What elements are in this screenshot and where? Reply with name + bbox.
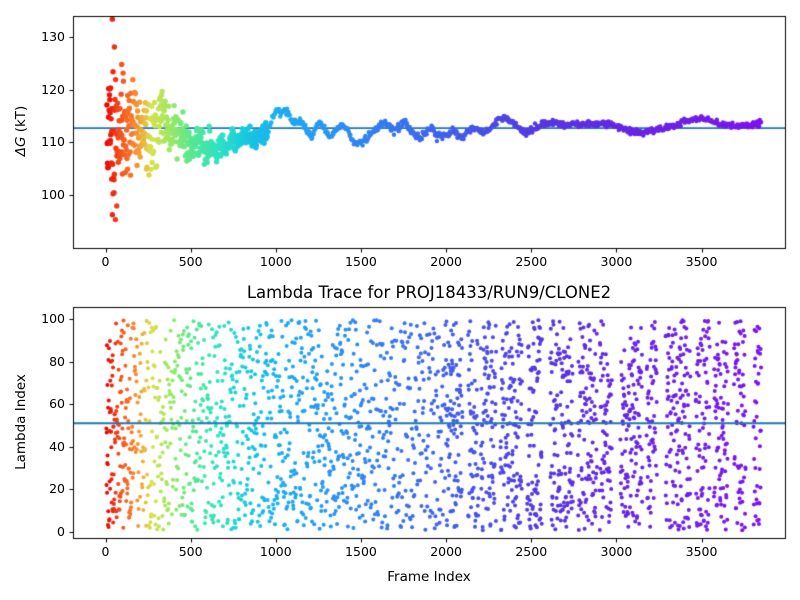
x-tick-label: 1000 <box>259 254 292 269</box>
y-tick-label: 40 <box>49 438 65 454</box>
x-tick-label: 2000 <box>430 544 463 559</box>
x-tick-label: 2500 <box>515 544 548 559</box>
x-tick-label: 500 <box>178 544 203 559</box>
y-tick-label: 100 <box>41 311 65 327</box>
plot-title: Lambda Trace for PROJ18433/RUN9/CLONE2 <box>246 283 612 302</box>
delta-g-symbol: ΔG <box>13 136 29 157</box>
x-tick-label: 0 <box>101 254 110 269</box>
x-tick-label: 2500 <box>515 254 548 269</box>
delta-g-units: (kT) <box>13 105 29 137</box>
x-tick-label: 1500 <box>345 254 377 269</box>
y-tick-label: 130 <box>41 29 65 45</box>
y-axis-label-delta-g: ΔG (kT) <box>13 106 29 157</box>
x-tick-label: 2000 <box>430 254 463 269</box>
x-tick-label: 0 <box>101 544 110 559</box>
y-tick-label: 20 <box>49 481 65 497</box>
y-tick-label: 80 <box>49 353 65 369</box>
y-tick-label: 0 <box>57 523 65 539</box>
y-tick-label: 100 <box>41 186 65 202</box>
x-tick-label: 3000 <box>600 254 633 269</box>
x-tick-label: 1000 <box>259 544 292 559</box>
y-axis-label-lambda: Lambda Index <box>13 374 29 470</box>
x-tick-label: 3500 <box>685 544 718 559</box>
x-tick-label: 3500 <box>685 254 718 269</box>
y-tick-label: 60 <box>49 396 65 412</box>
y-tick-label: 120 <box>41 81 65 97</box>
x-tick-label: 3000 <box>600 544 633 559</box>
y-tick-label: 110 <box>41 134 65 150</box>
x-axis-label-frame: Frame Index <box>387 569 471 585</box>
x-tick-label: 1500 <box>345 544 377 559</box>
x-tick-label: 500 <box>178 254 203 269</box>
